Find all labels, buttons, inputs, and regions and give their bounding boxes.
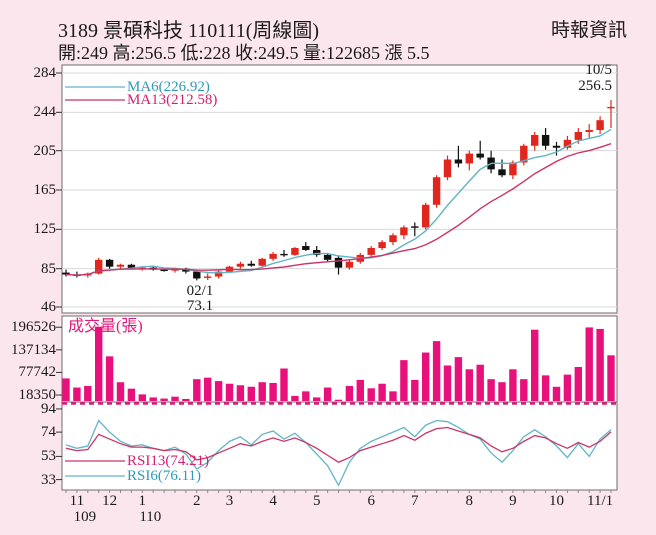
month-axis-label: 4 — [269, 493, 277, 509]
ma6-legend: MA6(226.92) — [127, 79, 210, 95]
month-axis-label: 11/1 — [587, 493, 614, 509]
high-value-annotation: 256.5 — [578, 78, 612, 94]
price-axis-label: 85 — [41, 260, 56, 277]
price-axis-label: 46 — [41, 299, 56, 315]
month-axis-label: 1 — [138, 493, 147, 509]
source-label: 時報資訊 — [550, 20, 627, 41]
rsi-axis-label: 94 — [41, 400, 56, 417]
volume-axis-label: 196526 — [11, 319, 56, 336]
quote-summary: 開:249 高:256.5 低:228 收:249.5 量:122685 漲 5… — [58, 43, 430, 63]
high-date-annotation: 10/5 — [585, 62, 612, 78]
low-date-annotation: 02/1 — [186, 283, 214, 299]
rsi-axis-label: 33 — [41, 471, 56, 488]
month-axis-label: 11 — [69, 493, 85, 509]
volume-axis-label: 137134 — [11, 341, 56, 358]
rsi6-legend: RSI6(76.11) — [127, 468, 202, 484]
month-axis-label: 5 — [312, 493, 321, 509]
volume-pane-title: 成交量(張) — [68, 318, 143, 335]
price-axis-label: 165 — [33, 182, 57, 198]
price-axis-label: 244 — [33, 104, 57, 121]
page-title: 3189 景碩科技 110111(周線圖) — [58, 20, 320, 42]
price-axis-label: 125 — [33, 221, 57, 238]
month-axis-label: 6 — [367, 493, 375, 509]
year-axis-label: 110 — [139, 509, 162, 525]
year-axis-label: 109 — [73, 509, 97, 525]
volume-axis-label: 18350 — [18, 387, 57, 404]
low-value-annotation: 73.1 — [186, 298, 214, 314]
price-axis-label: 205 — [33, 142, 57, 159]
rsi-axis-label: 53 — [41, 448, 56, 465]
rsi-axis-label: 74 — [41, 424, 56, 441]
month-axis-label: 7 — [411, 493, 419, 509]
ma13-legend: MA13(212.58) — [127, 92, 218, 108]
month-axis-label: 9 — [509, 493, 517, 509]
month-axis-label: 10 — [549, 493, 564, 509]
volume-axis-label: 77742 — [18, 364, 57, 381]
rsi13-legend: RSI13(74.21) — [127, 453, 210, 469]
month-axis-label: 3 — [225, 493, 234, 509]
month-axis-label: 2 — [193, 493, 201, 509]
month-axis-label: 12 — [102, 493, 118, 509]
month-axis-label: 8 — [465, 493, 474, 509]
price-axis-label: 284 — [33, 65, 57, 81]
